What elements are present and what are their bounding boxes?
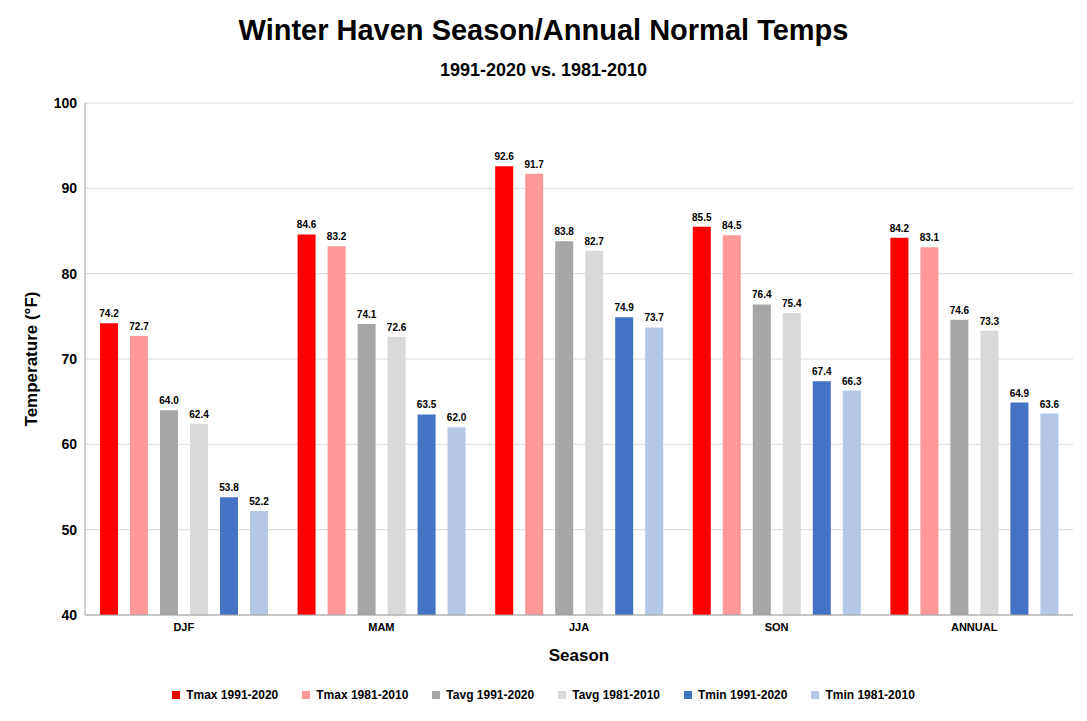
svg-text:JJA: JJA [569,621,589,633]
svg-text:72.7: 72.7 [129,321,149,332]
svg-text:64.9: 64.9 [1010,388,1030,399]
svg-text:62.0: 62.0 [447,412,467,423]
svg-text:74.9: 74.9 [614,302,634,313]
svg-text:DJF: DJF [173,621,194,633]
svg-text:ANNUAL: ANNUAL [951,621,998,633]
svg-text:90: 90 [61,180,77,196]
svg-text:74.1: 74.1 [357,309,377,320]
html-text:Tmin 1981-2010: Tmin 1981-2010 [825,688,915,702]
svg-text:84.2: 84.2 [890,223,910,234]
svg-text:63.5: 63.5 [417,399,437,410]
svg-text:76.4: 76.4 [752,289,772,300]
svg-text:53.8: 53.8 [219,482,239,493]
svg-text:82.7: 82.7 [584,236,604,247]
svg-text:100: 100 [54,95,78,111]
svg-text:62.4: 62.4 [189,409,209,420]
svg-text:75.4: 75.4 [782,298,802,309]
svg-text:50: 50 [61,522,77,538]
html-text:Season: Season [548,646,610,665]
html-text:Tavg 1981-2010: Tavg 1981-2010 [572,688,660,702]
svg-text:67.4: 67.4 [812,366,832,377]
svg-text:70: 70 [61,351,77,367]
svg-text:SON: SON [765,621,789,633]
html-text:Tmax 1991-2020: Tmax 1991-2020 [186,688,279,702]
svg-text:84.6: 84.6 [297,219,317,230]
svg-text:80: 80 [61,266,77,282]
svg-text:MAM: MAM [368,621,394,633]
svg-text:63.6: 63.6 [1040,399,1060,410]
svg-text:74.6: 74.6 [950,305,970,316]
html-text:Tmin 1991-2020: Tmin 1991-2020 [698,688,788,702]
svg-text:73.3: 73.3 [980,316,1000,327]
svg-text:83.1: 83.1 [920,232,940,243]
html-text:1991-2020 vs. 1981-2010: 1991-2020 vs. 1981-2010 [439,60,648,80]
svg-text:83.2: 83.2 [327,231,347,242]
svg-text:84.5: 84.5 [722,220,742,231]
svg-text:74.2: 74.2 [99,308,119,319]
svg-text:52.2: 52.2 [249,496,269,507]
svg-text:85.5: 85.5 [692,212,712,223]
svg-text:66.3: 66.3 [842,376,862,387]
html-text:Temperature (°F): Temperature (°F) [22,291,41,427]
svg-text:73.7: 73.7 [644,312,664,323]
svg-text:92.6: 92.6 [494,151,514,162]
html-text:Tavg 1991-2020: Tavg 1991-2020 [446,688,535,702]
svg-text:83.8: 83.8 [554,226,574,237]
html-text:Tmax 1981-2010: Tmax 1981-2010 [316,688,409,702]
html-text:Winter Haven Season/Annual Nor: Winter Haven Season/Annual Normal Temps [238,14,849,46]
svg-text:91.7: 91.7 [524,159,544,170]
svg-text:40: 40 [61,607,77,623]
svg-text:60: 60 [61,436,77,452]
svg-text:72.6: 72.6 [387,322,407,333]
svg-text:64.0: 64.0 [159,395,179,406]
